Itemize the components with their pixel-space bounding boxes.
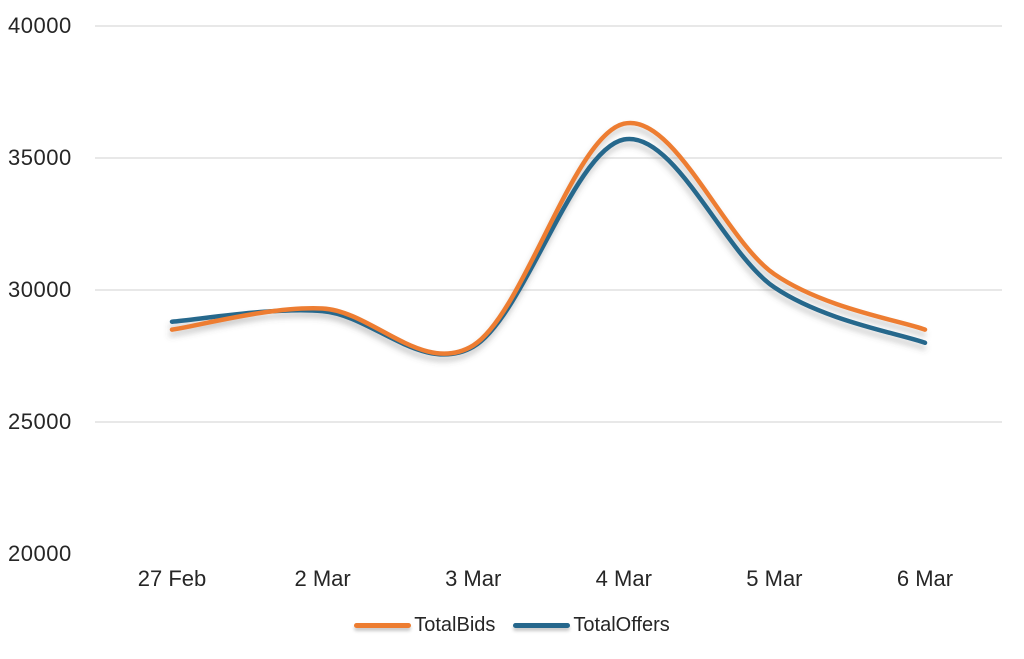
legend-item-totalbids: TotalBids	[354, 612, 495, 638]
chart-legend: TotalBids TotalOffers	[0, 612, 1024, 638]
legend-item-totaloffers: TotalOffers	[513, 612, 670, 638]
y-axis-tick-label: 20000	[8, 541, 72, 566]
x-axis-tick-label: 6 Mar	[896, 566, 954, 591]
x-axis-tick-label: 2 Mar	[294, 566, 351, 591]
gridlines	[95, 25, 1002, 423]
y-axis-tick-label: 25000	[8, 409, 72, 434]
totaloffers-line-swatch-icon	[513, 622, 571, 628]
x-axis-tick-label: 5 Mar	[746, 566, 803, 591]
totalbids-line	[169, 120, 928, 356]
legend-label: TotalOffers	[573, 614, 670, 636]
x-axis-tick-label: 4 Mar	[595, 566, 652, 591]
x-axis-tick-label: 3 Mar	[445, 566, 502, 591]
y-axis-tick-label: 30000	[8, 277, 72, 302]
legend-label: TotalBids	[414, 614, 496, 636]
series-lines	[169, 120, 928, 357]
x-axis-tick-label: 27 Feb	[137, 566, 207, 591]
totaloffers-line	[169, 136, 928, 357]
y-axis-tick-label: 40000	[8, 13, 72, 38]
totalbids-line-swatch-icon	[354, 622, 412, 628]
y-axis-tick-label: 35000	[8, 145, 72, 170]
